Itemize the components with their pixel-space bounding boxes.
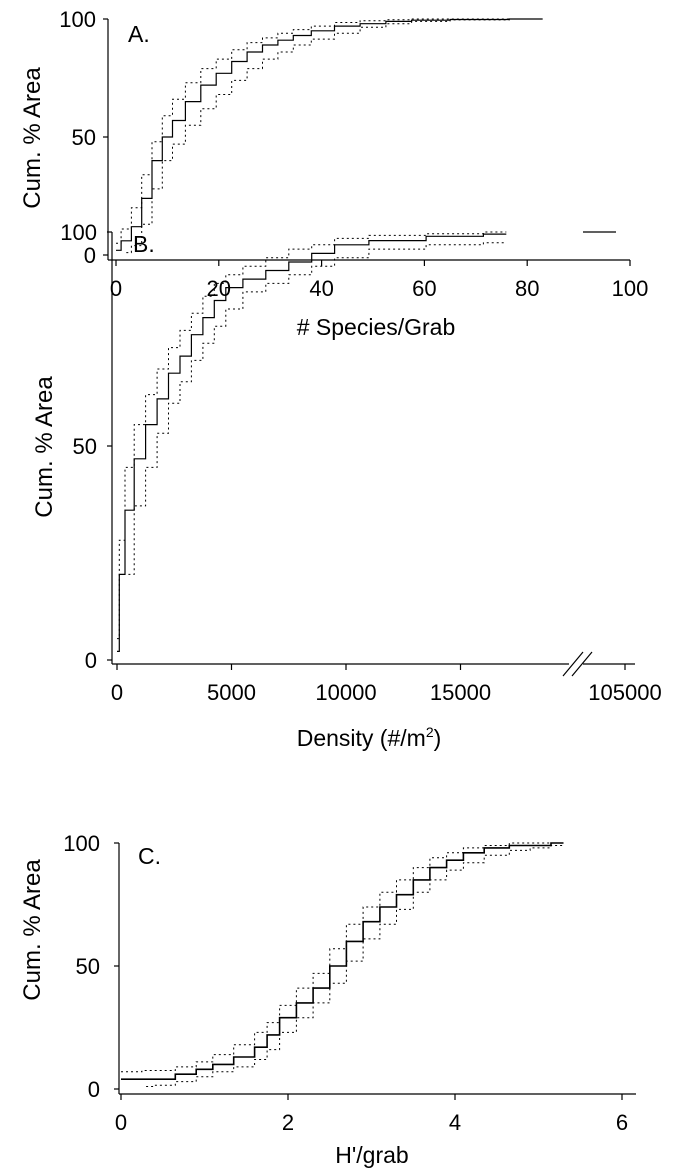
x-tick-label: 4 [449,1110,461,1135]
y-tick-label: 0 [84,243,96,268]
series-line-estimate [117,233,507,652]
y-tick-label: 0 [85,648,97,673]
y-tick-label: 50 [76,954,100,979]
axis-break-mark [562,651,584,677]
y-tick-label: 100 [59,7,96,32]
x-tick-label: 2 [282,1110,294,1135]
x-tick-label: 6 [616,1110,628,1135]
y-tick-label: 100 [63,831,100,856]
x-tick-label: 60 [412,276,436,301]
x-axis-title-text: Density (#/m [297,725,426,751]
x-tick-label: 0 [111,680,123,705]
y-tick-label: 0 [88,1077,100,1102]
series-line-confidence-bound [121,842,564,1073]
x-axis-title: H'/grab [335,1142,408,1168]
x-tick-label: 0 [110,276,122,301]
x-axis-title-superscript: 2 [426,724,434,740]
series-line-confidence-bound [117,231,507,640]
y-axis-title: Cum. % Area [19,67,46,209]
x-tick-label: 10000 [315,680,376,705]
x-axis-title-end: ) [434,725,442,751]
series-line-estimate [121,842,564,1080]
x-tick-label: 5000 [207,680,256,705]
panel-label: C. [138,843,161,869]
x-tick-label: 20 [207,276,231,301]
series-line-confidence-bound [126,18,543,254]
series-line-confidence-bound [116,18,543,244]
y-tick-label: 100 [60,220,97,245]
y-tick-label: 50 [73,434,97,459]
x-axis-title: # Species/Grab [297,314,456,340]
x-tick-label: 100 [612,276,649,301]
x-tick-label: 40 [309,276,333,301]
chart-panel-c: C. Cum. % Area H'/grab 0 50 100 0 2 4 6 [19,831,636,1168]
series-line-confidence-bound [128,242,507,575]
series-line-confidence-bound [146,845,564,1087]
x-tick-label-after-break: 105000 [588,680,661,705]
x-axis-title: Density (#/m2) [297,724,442,751]
x-tick-label: 15000 [430,680,491,705]
x-tick-label: 80 [515,276,539,301]
axis-break-mark [571,651,593,677]
y-axis-title: Cum. % Area [31,376,58,518]
panel-label: A. [128,21,150,47]
panel-label-b: B. [133,231,155,257]
series-line-estimate [116,18,543,251]
y-tick-label: 50 [72,125,96,150]
y-axis-title: Cum. % Area [19,859,46,1001]
x-tick-label: 0 [115,1110,127,1135]
